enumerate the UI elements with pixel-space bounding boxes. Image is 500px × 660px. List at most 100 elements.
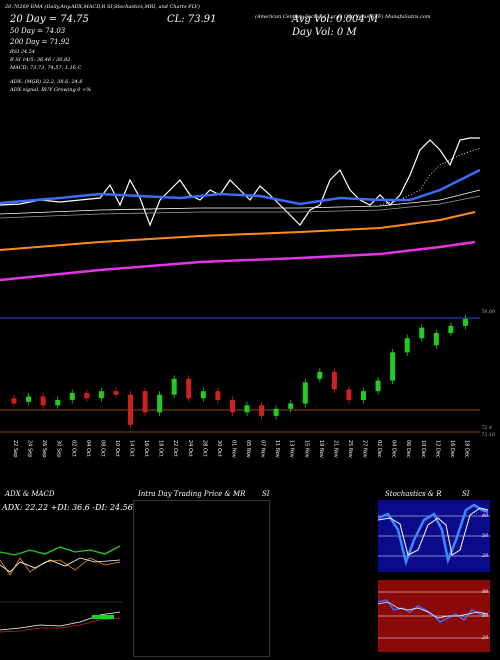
price-low-label: 72.4 [481, 425, 493, 431]
candle-body [346, 389, 352, 400]
price-high-label: 78.00 [481, 309, 496, 315]
stoch-si-title: SI [462, 490, 470, 498]
candle-body [375, 380, 381, 392]
adx-green-line [0, 545, 121, 556]
candle-body [317, 371, 323, 379]
macd-line: MACD: 73.73, 74.57, 1.16 C [10, 65, 82, 71]
date-label: 01 Nov [230, 440, 236, 458]
candle-body [273, 408, 279, 416]
date-label: 08 Oct [99, 440, 105, 457]
close-label: CL: 73.91 [167, 14, 217, 25]
adx-macd-title: ADX & MACD [5, 490, 55, 498]
candle-body [157, 394, 163, 413]
candle-body [302, 382, 308, 404]
ema20-line [0, 168, 481, 206]
date-label: 13 Nov [289, 440, 295, 458]
rsi-line: RSI 24.54 [10, 49, 36, 55]
candle-body [259, 405, 265, 416]
date-label: 10 Oct [114, 440, 120, 457]
date-label: 21 Nov [332, 440, 338, 458]
ema200-label: 200 Day = 71.92 [10, 38, 70, 46]
candle-body [331, 371, 337, 390]
candle-body [390, 352, 396, 381]
date-label: 02 Oct [70, 440, 76, 457]
price-line [0, 137, 480, 227]
adx-readout: ADX: 22.22 +DI: 36.6 -DI: 24.56 [2, 503, 133, 512]
candle-body [200, 391, 206, 399]
date-label: 02 Dec [376, 440, 382, 458]
macd-white-line [0, 611, 121, 631]
date-labels-group: 22 Sep 24 Sep 26 Sep 30 Sep 02 Oct 04 Oct 08 O… [12, 440, 469, 458]
candle-body [142, 391, 148, 413]
intraday-title: Intra Day Trading Price & MR [138, 490, 246, 498]
date-label: 12 Dec [434, 440, 440, 458]
adx-white-line [0, 557, 121, 573]
date-label: 14 Oct [129, 440, 135, 457]
date-label: 19 Nov [318, 440, 324, 458]
date-label: 05 Nov [245, 440, 251, 458]
adx-line: ADX: (MGR) 22.2, 38.6, 24.6 [10, 79, 83, 85]
date-label: 07 Nov [260, 440, 266, 458]
date-label: 16 Dec [449, 440, 455, 458]
stoch-d-line [378, 507, 489, 556]
date-label: 28 Oct [201, 440, 207, 457]
stoch-panel: 80 50 20 [378, 500, 490, 572]
date-label: 15 Nov [303, 440, 309, 458]
symbol-description: (American Century Focused Large Cap Valu… [255, 14, 431, 20]
candle-body [404, 338, 410, 353]
rsi-blue-line [378, 599, 489, 623]
date-label: 24 Oct [187, 440, 193, 457]
r-line: R SI 14/5: 36.46 / 30.82 [10, 57, 71, 63]
candle-body [171, 378, 177, 395]
macd-red-line [0, 617, 121, 633]
intraday-si-title: SI [262, 490, 270, 498]
candle-body [215, 391, 221, 400]
ema50-line [0, 189, 481, 215]
candle-body [113, 391, 119, 395]
main-chart: 22 Sep 24 Sep 26 Sep 30 Sep 02 Oct 04 Oct 08 O… [0, 137, 481, 458]
date-label: 22 Oct [172, 440, 178, 457]
candle-body [419, 327, 425, 339]
date-label: 26 Sep [41, 440, 47, 457]
date-label: 10 Dec [420, 440, 426, 458]
candle-body [98, 391, 104, 399]
adx-signal: ADX signal: BUY Growing 0 +% [10, 87, 91, 93]
candle-body [462, 318, 468, 326]
candle-body [288, 403, 294, 409]
candle-body [361, 391, 366, 400]
candle-body [448, 325, 454, 333]
date-label: 18 Oct [158, 440, 164, 457]
price-low2-label: 73.16 [481, 432, 496, 438]
rsi-tick-80: 80 [482, 589, 489, 595]
intraday-panel [133, 500, 270, 657]
date-label: 04 Oct [85, 440, 91, 457]
macd-hist [92, 615, 114, 619]
date-label: 04 Dec [391, 440, 397, 458]
rsi-tick-50: 50 [482, 613, 489, 619]
candle-body [69, 392, 75, 400]
date-label: 24 Sep [27, 440, 33, 457]
ema50b-line [0, 195, 481, 219]
candle-body [11, 398, 17, 404]
adx-panel: ADX: 22.22 +DI: 36.6 -DI: 24.56 [0, 500, 133, 660]
date-label: 06 Dec [405, 440, 411, 458]
date-label: 22 Sep [12, 440, 18, 457]
date-label: 30 Oct [216, 440, 222, 457]
candle-body [229, 400, 235, 413]
rsi-panel: 80 50 20 [378, 580, 490, 652]
date-label: 30 Sep [56, 440, 62, 457]
candle-body [26, 396, 32, 402]
ema50-label: 50 Day = 74.03 [10, 27, 66, 35]
candle-body [55, 400, 61, 406]
avg-vol-label: Avg Vol: 0.004 M [292, 14, 379, 25]
date-label: 11 Nov [274, 440, 280, 458]
stoch-title: Stochastics & R [385, 490, 442, 498]
ema200-line [0, 240, 476, 282]
stoch-k-line [378, 503, 489, 567]
candle-body [84, 392, 90, 399]
candle-body [244, 405, 250, 413]
candle-body [433, 332, 439, 346]
date-label: 16 Oct [143, 440, 149, 457]
candle-body [128, 394, 133, 425]
header-line1: 20.70269 EMA (Daily,Any.ADX,MACD,R SI,St… [5, 4, 200, 10]
